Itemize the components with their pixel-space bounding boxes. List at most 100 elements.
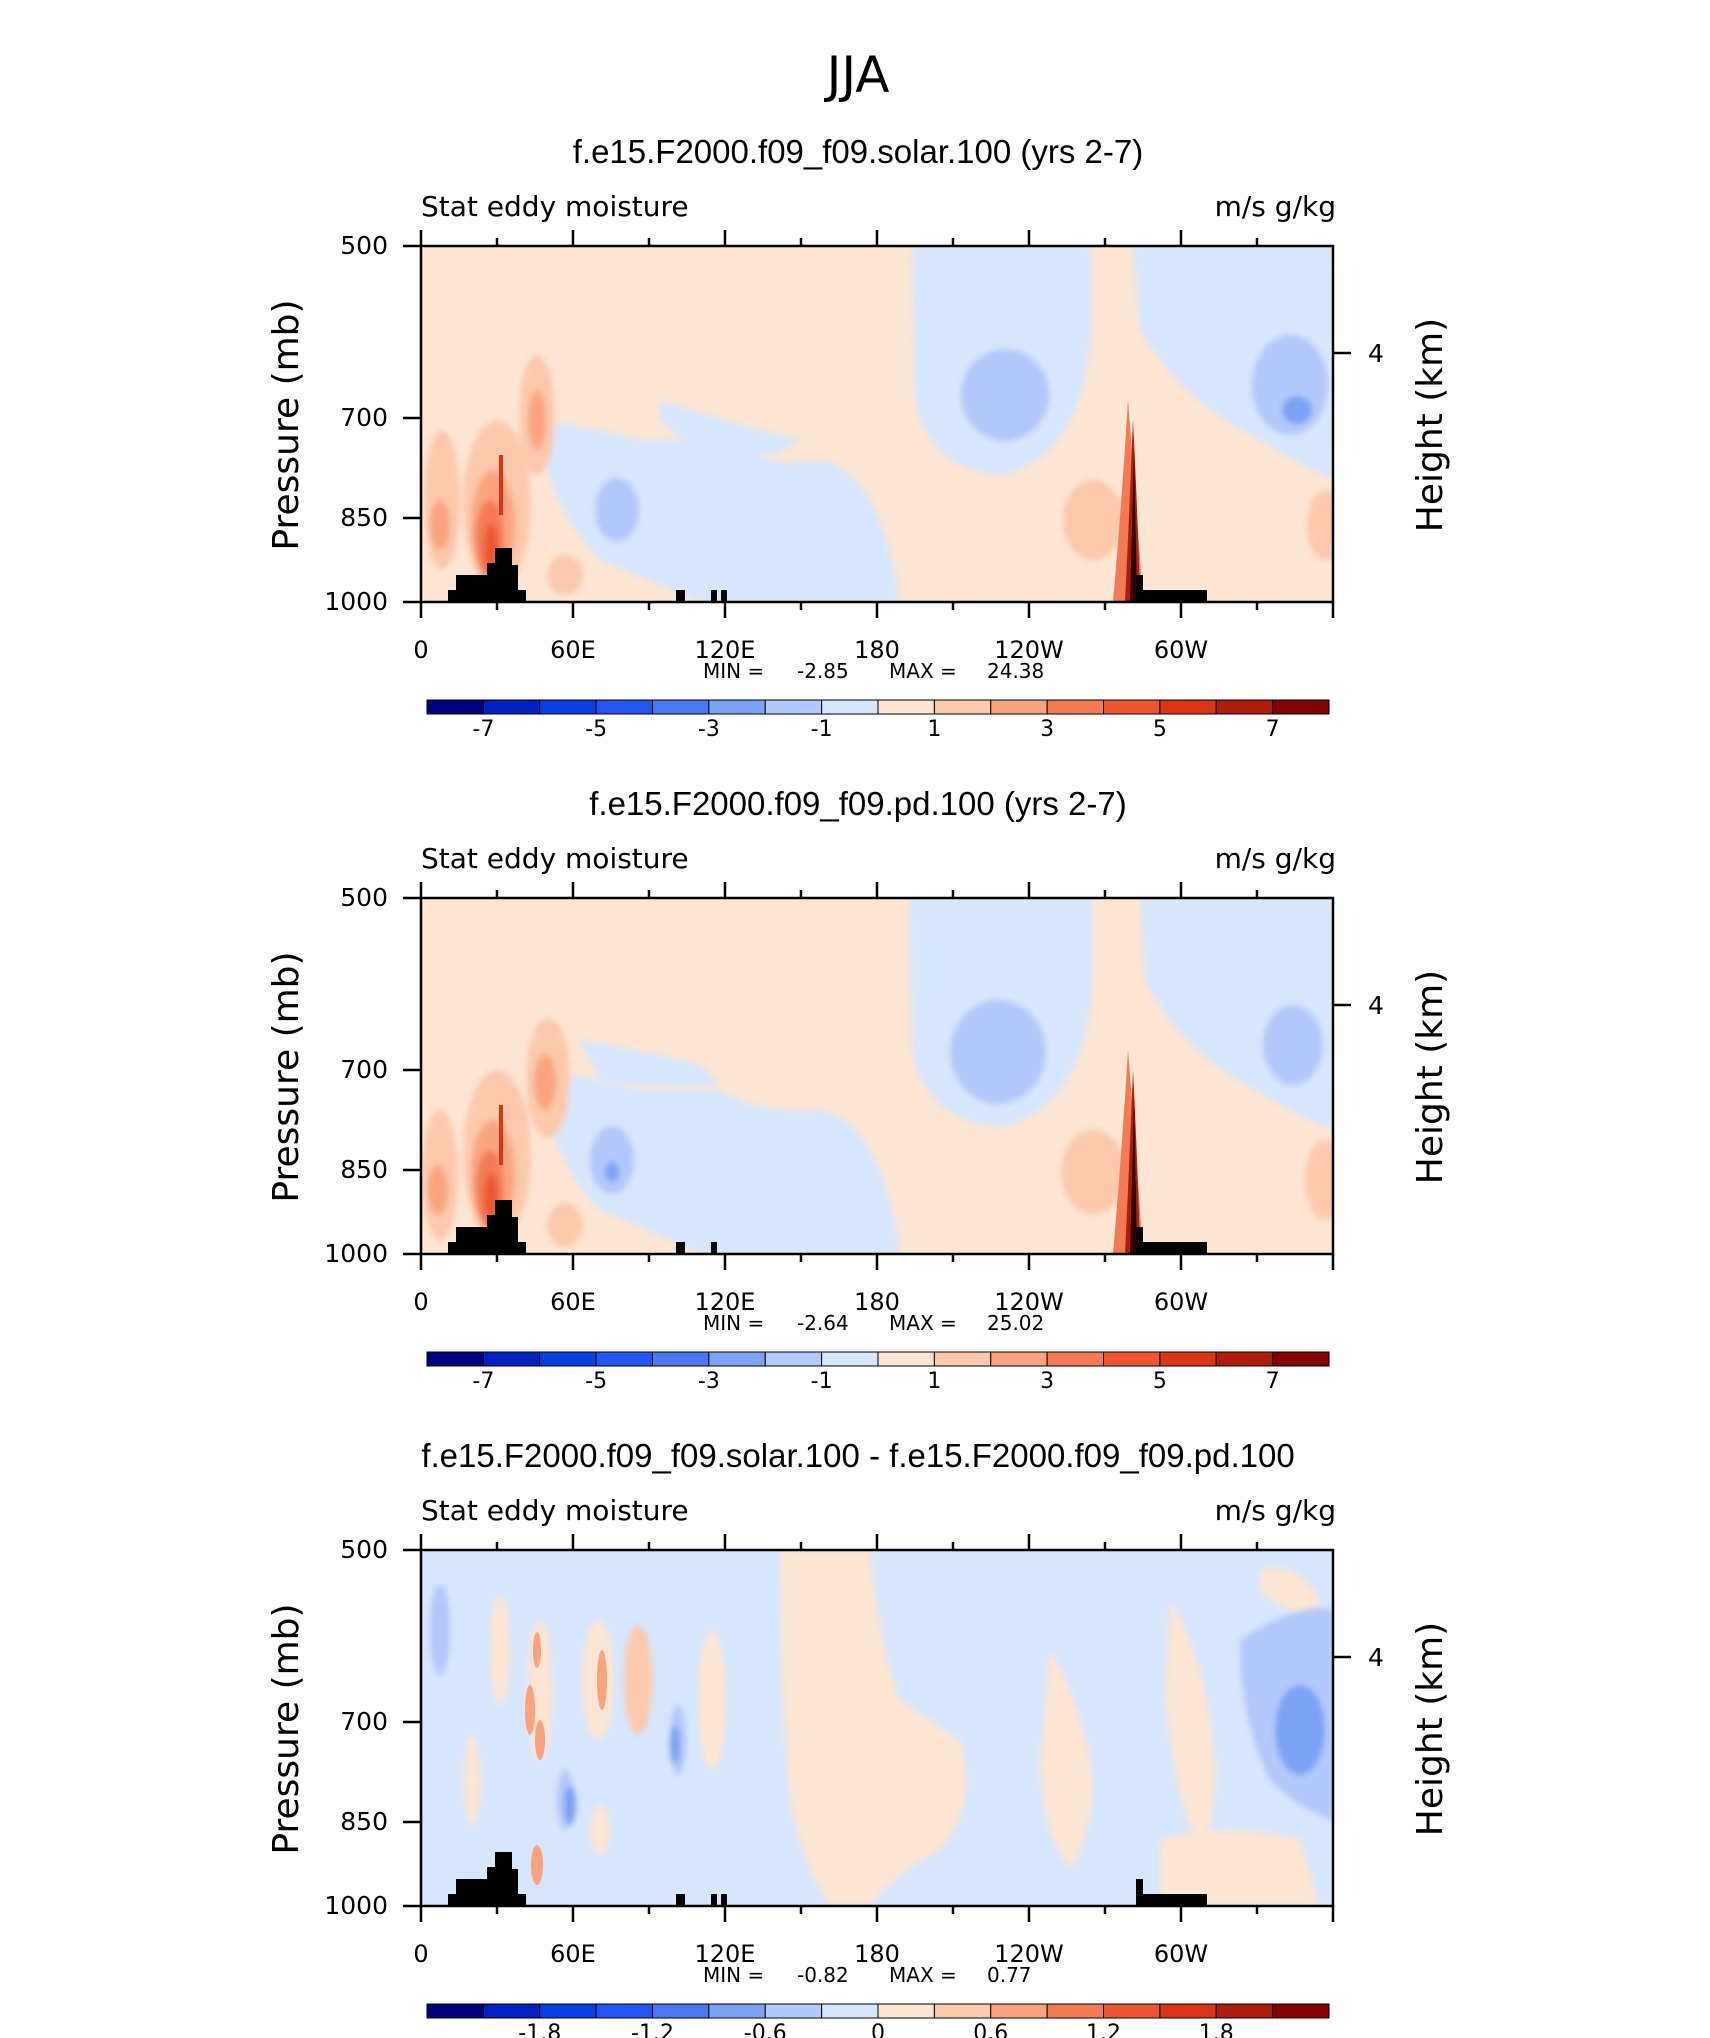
colorbar-box: [764, 1351, 823, 1367]
colorbar-label: -7: [472, 717, 494, 742]
colorbar-label: 1.2: [1086, 2021, 1121, 2038]
colorbar-box: [652, 2003, 710, 2019]
y-tick-label: 500: [340, 231, 388, 260]
y-tick-label: 1000: [324, 1239, 388, 1268]
topography-mask: [1136, 575, 1207, 602]
colorbar-box: [1215, 1351, 1274, 1367]
stats-line: MIN = -0.82 MAX = 0.77: [703, 1963, 1032, 1987]
topography-mask: [711, 590, 717, 602]
y-axis-label-right: Height (km): [1410, 970, 1451, 1184]
colorbar-box: [1159, 699, 1217, 715]
contour-positive: [430, 500, 450, 550]
topography-mask: [721, 1894, 727, 1906]
min-value: -2.64: [797, 1311, 849, 1335]
colorbar-box: [1103, 2003, 1161, 2019]
left-string: Stat eddy moisture: [421, 190, 689, 223]
right-string: m/s g/kg: [1215, 190, 1336, 223]
x-tick-label: 60W: [1154, 636, 1208, 664]
colorbar-label: -7: [472, 1369, 494, 1394]
contour-negative: [1282, 396, 1312, 424]
colorbar-box: [821, 699, 879, 715]
y-tick-labels: 500 700 850 1000 4: [324, 883, 1384, 1268]
max-label: MAX =: [889, 1311, 957, 1335]
colorbar-box: [595, 2003, 654, 2019]
colorbar-label: 7: [1266, 1369, 1280, 1394]
colorbar-box: [1103, 1351, 1161, 1367]
y-tick-label: 500: [340, 883, 388, 912]
colorbar-box: [877, 1351, 935, 1367]
x-tick-label: 120W: [994, 1288, 1064, 1316]
colorbar-label: 1: [927, 717, 941, 742]
contour-negative: [670, 1725, 680, 1765]
panel-title: f.e15.F2000.f09_f09.solar.100 (yrs 2-7): [573, 133, 1144, 170]
topography-mask: [448, 1200, 526, 1254]
y-tick-label: 700: [340, 1055, 388, 1084]
colorbar-box: [1215, 2003, 1274, 2019]
colorbar-box: [933, 1351, 992, 1367]
colorbar-box: [708, 699, 766, 715]
page-title: JJA: [824, 46, 890, 104]
contour-positive: [490, 1595, 510, 1705]
colorbar-label: 3: [1040, 717, 1054, 742]
contour-positive: [535, 1720, 545, 1760]
contour-positive: [597, 1650, 607, 1710]
topography-mask: [448, 1852, 526, 1906]
y-tick-labels: 500 700 850 1000 4: [324, 231, 1384, 616]
y-tick-label: 850: [340, 503, 388, 532]
contour-negative: [1275, 1685, 1325, 1775]
colorbar-box: [426, 699, 484, 715]
contour-positive: [1305, 1140, 1333, 1220]
contour-positive: [1160, 1830, 1320, 1906]
colorbar-box: [539, 1351, 597, 1367]
y-tick-labels: 500 700 850 1000 4: [324, 1535, 1384, 1920]
x-tick-label: 60E: [550, 1288, 596, 1316]
x-tick-label: 60W: [1154, 1288, 1208, 1316]
colorbar-box: [1046, 699, 1105, 715]
y-tick-label: 850: [340, 1155, 388, 1184]
colorbar-box: [539, 2003, 597, 2019]
topography-mask: [676, 1894, 685, 1906]
colorbar-box: [990, 2003, 1048, 2019]
right-string: m/s g/kg: [1215, 842, 1336, 875]
contour-positive: [780, 1550, 967, 1906]
panel-title: f.e15.F2000.f09_f09.pd.100 (yrs 2-7): [589, 785, 1127, 822]
y-tick-label: 700: [340, 403, 388, 432]
colorbar-label: -1: [811, 717, 833, 742]
contour-positive: [1165, 1600, 1216, 1850]
colorbar-box: [482, 699, 541, 715]
contour-field: [421, 1550, 1333, 1906]
topography-mask: [448, 548, 526, 602]
y-right-tick-label: 4: [1368, 991, 1384, 1020]
contour-negative: [580, 1040, 720, 1087]
colorbar-box: [595, 699, 654, 715]
contour-positive: [525, 1685, 535, 1735]
axis-ticks: [403, 882, 1351, 1270]
y-tick-label: 1000: [324, 1891, 388, 1920]
min-label: MIN =: [703, 1963, 764, 1987]
max-label: MAX =: [889, 659, 957, 683]
min-label: MIN =: [703, 659, 764, 683]
y-tick-label: 850: [340, 1807, 388, 1836]
colorbar-box: [1046, 1351, 1105, 1367]
colorbar-label: 0.6: [973, 2021, 1008, 2038]
topography-mask: [711, 1894, 717, 1906]
colorbar-box: [708, 1351, 766, 1367]
x-tick-label: 120W: [994, 636, 1064, 664]
x-tick-label: 180: [854, 1288, 900, 1316]
y-tick-label: 1000: [324, 587, 388, 616]
contour-negative: [961, 349, 1049, 441]
contour-negative: [545, 1070, 900, 1254]
contour-positive: [1040, 1650, 1093, 1870]
axis-ticks: [403, 1534, 1351, 1922]
x-tick-label: 120E: [695, 1940, 756, 1968]
colorbar-box: [1272, 1351, 1330, 1367]
right-string: m/s g/kg: [1215, 1494, 1336, 1527]
colorbar-box: [990, 1351, 1048, 1367]
colorbar-label: -5: [585, 717, 607, 742]
contour-positive: [484, 523, 498, 573]
contour-positive: [698, 1630, 726, 1770]
contour-positive: [590, 1805, 610, 1855]
topography-mask: [711, 1242, 717, 1254]
contour-positive: [531, 1845, 543, 1885]
